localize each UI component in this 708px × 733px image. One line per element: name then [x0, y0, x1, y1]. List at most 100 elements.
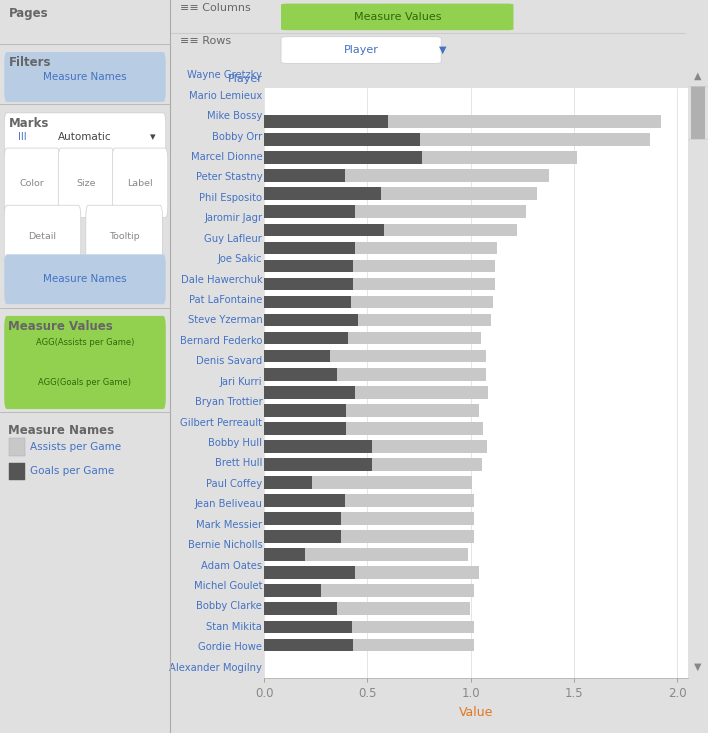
Text: Detail: Detail	[28, 232, 57, 241]
Text: Measure Values: Measure Values	[8, 320, 113, 334]
Text: Denis Savard: Denis Savard	[196, 356, 262, 366]
Text: ▼: ▼	[438, 45, 446, 55]
Text: Guy Lafleur: Guy Lafleur	[205, 234, 262, 243]
Text: Michel Goulet: Michel Goulet	[194, 581, 262, 591]
FancyBboxPatch shape	[4, 316, 166, 369]
FancyBboxPatch shape	[86, 205, 162, 268]
Bar	[264, 386, 355, 399]
FancyBboxPatch shape	[281, 4, 513, 30]
Bar	[264, 638, 353, 651]
Text: Assists per Game: Assists per Game	[30, 442, 121, 452]
FancyBboxPatch shape	[281, 37, 441, 63]
X-axis label: Value: Value	[459, 706, 493, 718]
Bar	[264, 621, 353, 633]
Bar	[264, 567, 355, 579]
Text: AGG(Goals per Game): AGG(Goals per Game)	[38, 378, 132, 387]
Bar	[8, 438, 25, 456]
Bar	[388, 115, 661, 128]
Bar	[264, 259, 353, 272]
Text: Gilbert Perreault: Gilbert Perreault	[181, 418, 262, 427]
Text: Stan Mikita: Stan Mikita	[207, 622, 262, 632]
Bar	[381, 188, 537, 200]
Bar	[341, 512, 474, 525]
FancyBboxPatch shape	[4, 356, 166, 409]
Bar	[264, 278, 353, 290]
Bar	[355, 567, 479, 579]
Bar	[338, 603, 469, 615]
Text: Player: Player	[343, 45, 379, 55]
Bar	[304, 548, 468, 561]
Bar	[321, 584, 474, 597]
Bar	[346, 404, 479, 416]
Bar	[264, 548, 304, 561]
Bar	[690, 86, 705, 139]
FancyBboxPatch shape	[58, 148, 114, 218]
Bar	[312, 476, 472, 489]
Bar	[264, 151, 421, 164]
Text: Mike Bossy: Mike Bossy	[207, 111, 262, 121]
Bar	[264, 133, 420, 146]
Bar	[355, 386, 488, 399]
Bar	[355, 242, 496, 254]
Text: Measure Names: Measure Names	[43, 72, 127, 82]
Bar	[264, 332, 348, 345]
Text: AGG(Assists per Game): AGG(Assists per Game)	[36, 338, 135, 347]
Text: ≡≡ Rows: ≡≡ Rows	[181, 37, 232, 46]
Text: Joe Sakic: Joe Sakic	[217, 254, 262, 264]
Bar	[264, 205, 355, 218]
Text: Jean Beliveau: Jean Beliveau	[195, 499, 262, 509]
Bar	[8, 463, 25, 480]
Bar	[348, 332, 481, 345]
Bar	[264, 603, 338, 615]
Bar	[330, 350, 486, 363]
Text: Bobby Clarke: Bobby Clarke	[196, 602, 262, 611]
FancyBboxPatch shape	[4, 113, 166, 161]
Bar	[421, 151, 578, 164]
Text: Bryan Trottier: Bryan Trottier	[195, 397, 262, 407]
Text: ▲: ▲	[694, 71, 702, 81]
Bar	[372, 458, 482, 471]
Text: Marks: Marks	[8, 117, 49, 130]
Text: Marcel Dionne: Marcel Dionne	[190, 152, 262, 162]
Text: Peter Stastny: Peter Stastny	[195, 172, 262, 183]
Bar	[264, 422, 346, 435]
Bar	[372, 440, 487, 453]
Bar	[384, 224, 517, 236]
Text: Player: Player	[227, 74, 262, 84]
Text: Dale Hawerchuk: Dale Hawerchuk	[181, 275, 262, 284]
Bar	[264, 224, 384, 236]
Bar	[264, 476, 312, 489]
Text: Wayne Gretzky: Wayne Gretzky	[188, 70, 262, 80]
Bar	[264, 115, 388, 128]
FancyBboxPatch shape	[113, 148, 168, 218]
Text: Automatic: Automatic	[58, 132, 112, 142]
Text: Label: Label	[127, 179, 153, 188]
Text: ≡≡ Columns: ≡≡ Columns	[181, 3, 251, 13]
Bar	[264, 530, 341, 543]
Bar	[264, 440, 372, 453]
Text: Phil Esposito: Phil Esposito	[199, 193, 262, 203]
Text: III: III	[18, 132, 26, 142]
Text: Mark Messier: Mark Messier	[196, 520, 262, 530]
Bar	[264, 458, 372, 471]
Text: Bobby Orr: Bobby Orr	[212, 131, 262, 141]
Bar	[358, 314, 491, 326]
Bar	[353, 621, 474, 633]
Bar	[264, 512, 341, 525]
Bar	[264, 494, 346, 507]
Bar	[264, 314, 358, 326]
Bar	[353, 638, 474, 651]
Bar	[264, 404, 346, 416]
Text: Bernie Nicholls: Bernie Nicholls	[188, 540, 262, 550]
Text: Bernard Federko: Bernard Federko	[180, 336, 262, 346]
Text: Paul Coffey: Paul Coffey	[206, 479, 262, 489]
Text: Adam Oates: Adam Oates	[201, 561, 262, 570]
Bar	[346, 169, 549, 182]
Text: Measure Names: Measure Names	[8, 424, 115, 437]
Bar	[353, 278, 495, 290]
Bar	[264, 584, 321, 597]
FancyBboxPatch shape	[4, 148, 59, 218]
Text: Color: Color	[20, 179, 45, 188]
Bar	[264, 169, 346, 182]
Bar	[420, 133, 650, 146]
